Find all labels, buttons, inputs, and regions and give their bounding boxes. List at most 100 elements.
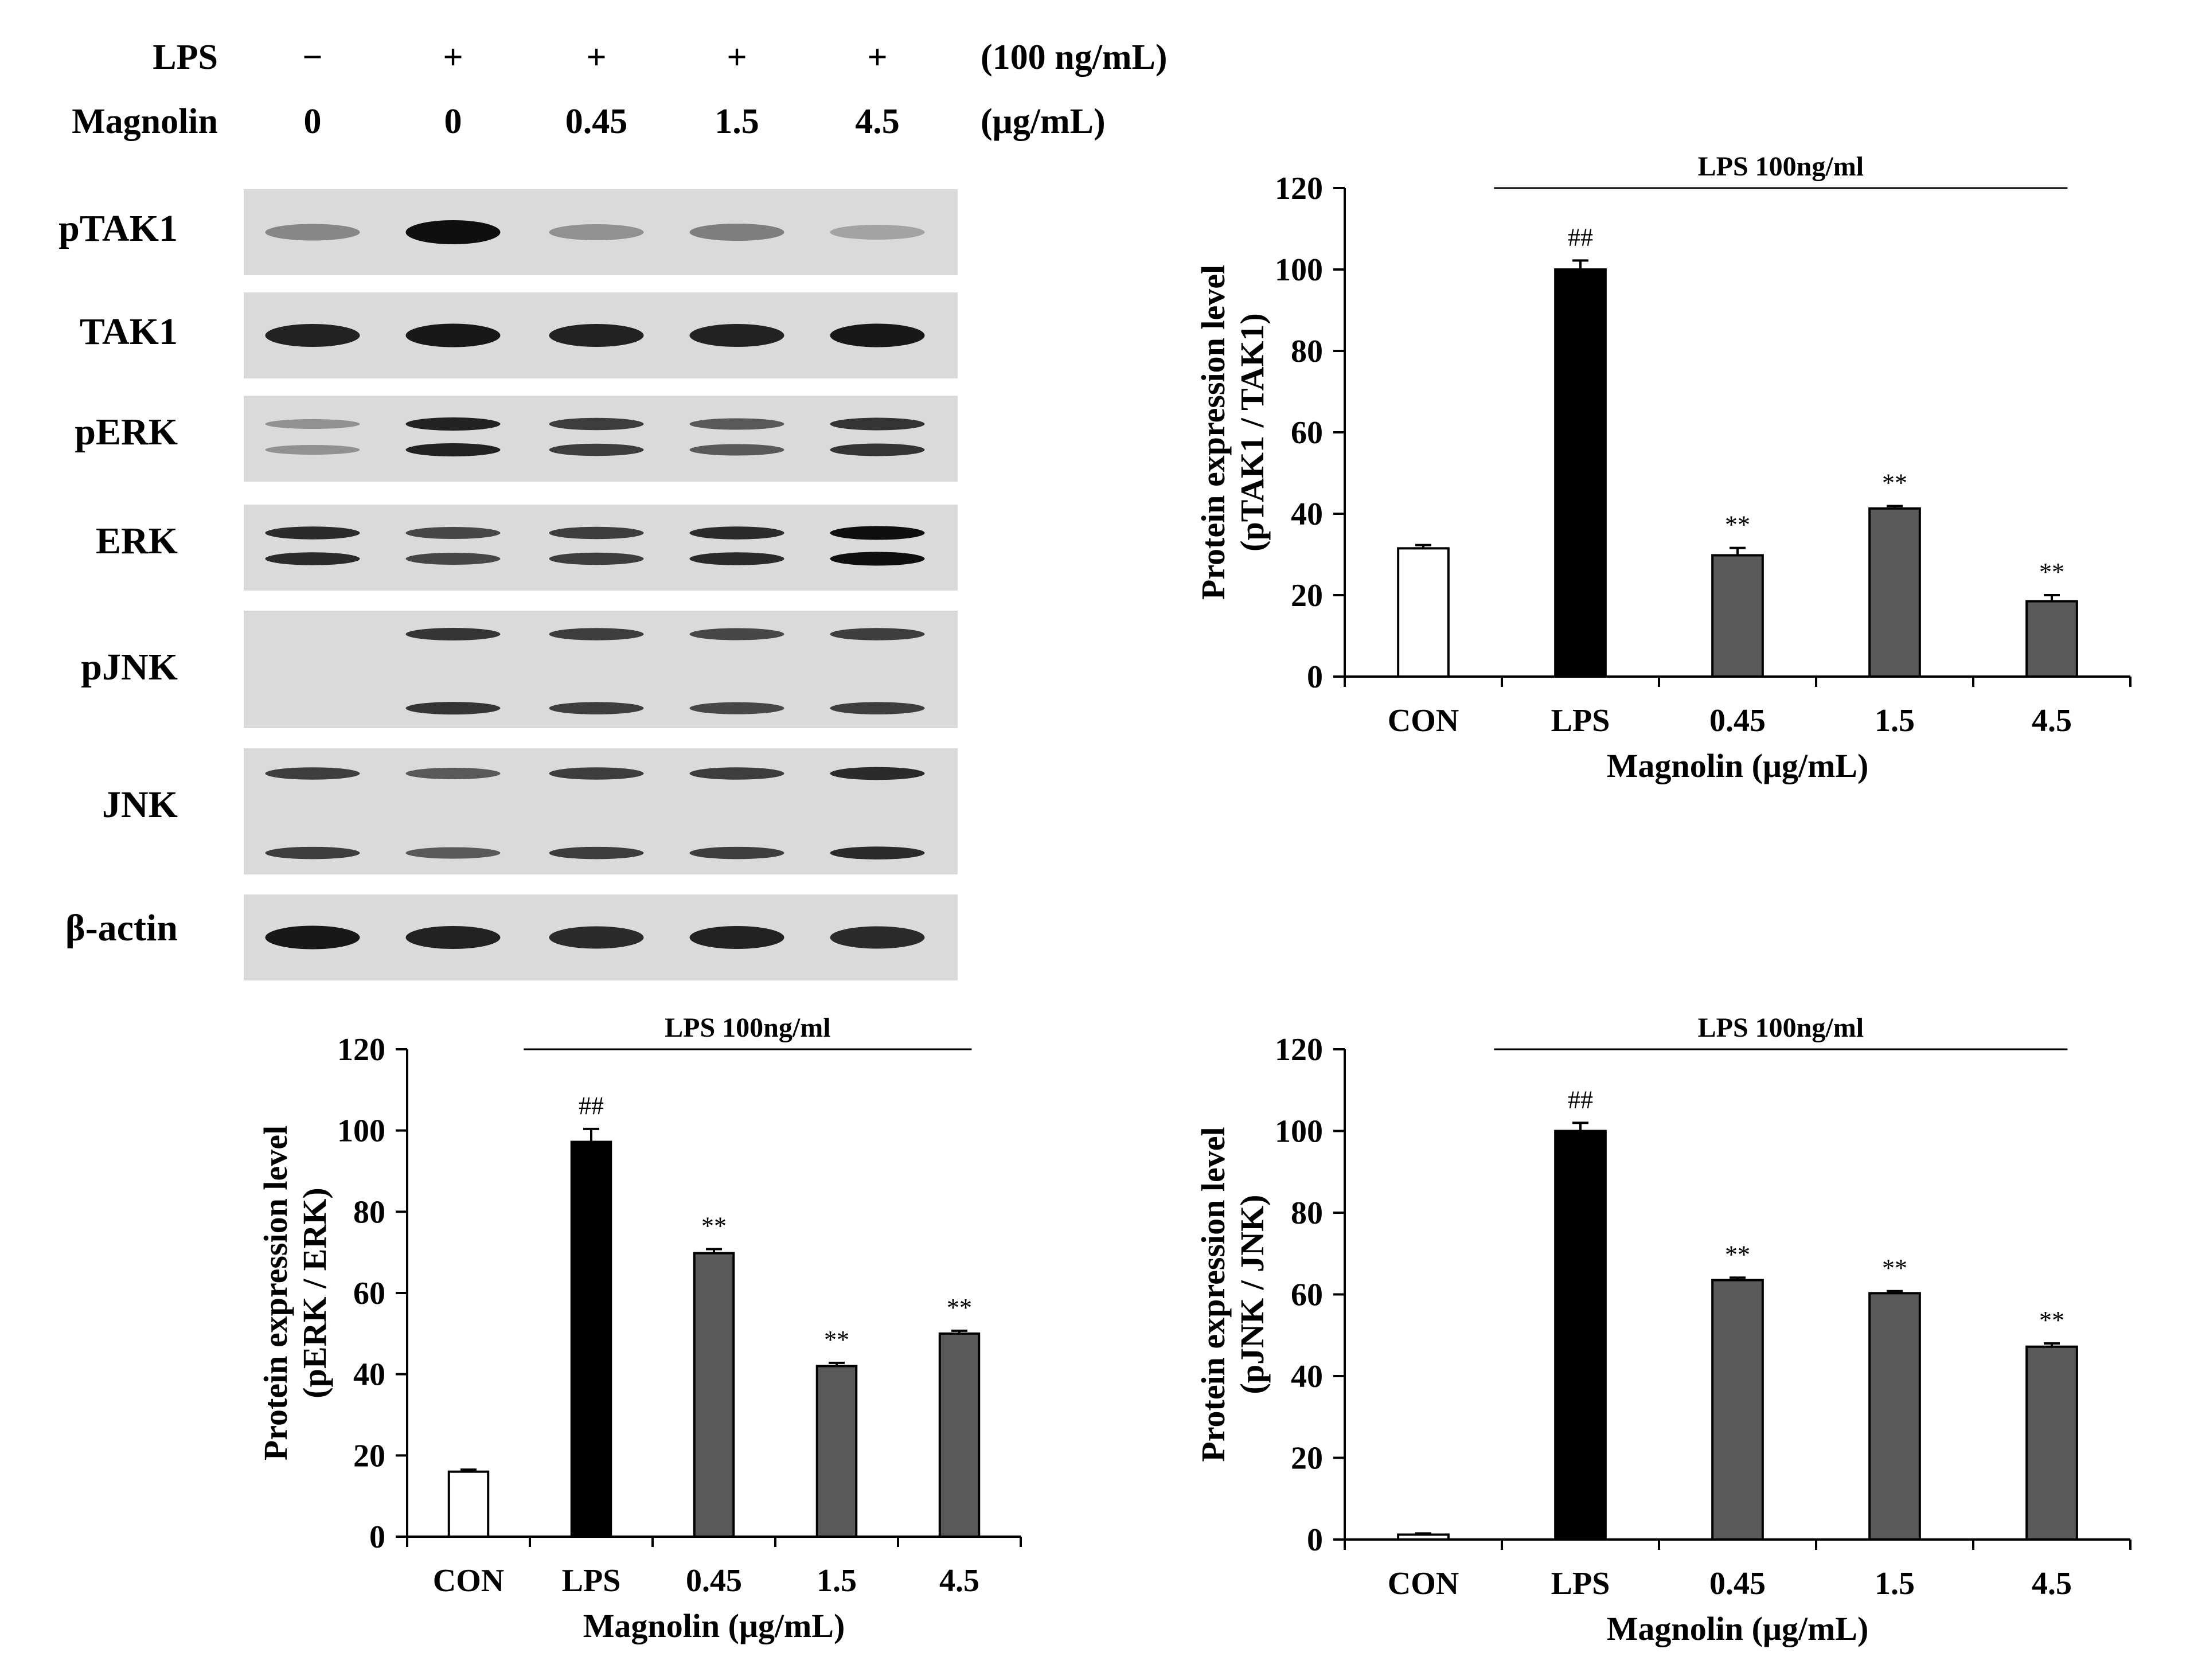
y-tick-label: 0 bbox=[1307, 1522, 1323, 1558]
blot-band bbox=[830, 702, 925, 714]
blot-band bbox=[549, 926, 644, 949]
magnolin-level-3: 1.5 bbox=[715, 102, 759, 141]
y-tick-label: 40 bbox=[1291, 1359, 1323, 1394]
magnolin-level-2: 0.45 bbox=[565, 102, 628, 141]
bar-LPS bbox=[1554, 268, 1607, 678]
y-axis-title: Protein expression level(pJNK / JNK) bbox=[1194, 1127, 1271, 1462]
y-axis-title-line: (pTAK1 / TAK1) bbox=[1233, 313, 1271, 552]
y-tick-label: 80 bbox=[1291, 1195, 1323, 1231]
significance-marker: ** bbox=[2039, 558, 2064, 586]
treatment-header: LPS Magnolin (100 ng/mL) (μg/mL) − + + + +0 0… bbox=[72, 38, 1167, 141]
blot-band bbox=[405, 417, 501, 431]
blot-band bbox=[830, 443, 925, 456]
blot-band bbox=[405, 323, 501, 347]
y-tick-label: 100 bbox=[1275, 1114, 1323, 1150]
blot-band bbox=[689, 846, 784, 859]
y-tick-label: 60 bbox=[1291, 415, 1323, 451]
y-tick-label: 80 bbox=[353, 1194, 385, 1230]
blot-band bbox=[689, 702, 784, 714]
blot-band bbox=[549, 417, 644, 431]
blot-band bbox=[549, 443, 644, 456]
bar-1.5 bbox=[815, 1365, 858, 1538]
y-tick-label: 80 bbox=[1291, 334, 1323, 369]
significance-marker: ** bbox=[2039, 1306, 2064, 1334]
y-tick-label: 0 bbox=[1307, 659, 1323, 695]
lps-level-0: − bbox=[302, 38, 322, 77]
magnolin-level-1: 0 bbox=[444, 102, 462, 141]
bar-CON bbox=[1397, 1533, 1450, 1541]
x-tick-label: 0.45 bbox=[1709, 703, 1766, 739]
blot-band bbox=[405, 527, 501, 539]
chart-ptak1: 0 20 40 60 80 100 120 CON ## LPS ** 0.45 ** 1.5 ** 4.5 M… bbox=[1194, 151, 2132, 784]
blot-band bbox=[830, 552, 925, 566]
blot-band bbox=[830, 846, 925, 859]
blot-band bbox=[689, 444, 784, 456]
magnolin-level-0: 0 bbox=[304, 102, 322, 141]
bar-4.5 bbox=[938, 1332, 981, 1538]
blot-label: β-actin bbox=[65, 907, 178, 949]
x-tick-label: LPS bbox=[562, 1563, 621, 1599]
x-tick-label: 0.45 bbox=[686, 1563, 742, 1599]
y-axis-title: Protein expression level(pERK / ERK) bbox=[257, 1126, 333, 1460]
x-tick-label: CON bbox=[1388, 703, 1459, 739]
magnolin-unit: (μg/mL) bbox=[981, 102, 1106, 141]
blot-band bbox=[265, 324, 360, 347]
y-tick-label: 100 bbox=[1275, 252, 1323, 288]
x-tick-label: 0.45 bbox=[1709, 1566, 1766, 1601]
x-axis-title: Magnolin (μg/mL) bbox=[1607, 747, 1869, 784]
blot-label: JNK bbox=[102, 784, 178, 826]
x-tick-label: LPS bbox=[1551, 1566, 1610, 1601]
bar-1.5 bbox=[1868, 1292, 1921, 1541]
y-tick-label: 60 bbox=[353, 1276, 385, 1311]
blot-band bbox=[549, 846, 644, 859]
blot-band bbox=[549, 767, 644, 780]
blot-band bbox=[830, 767, 925, 780]
chart-pjnk: 0 20 40 60 80 100 120 CON ## LPS ** 0.45 ** 1.5 ** 4.5 M… bbox=[1194, 1013, 2132, 1647]
y-tick-label: 100 bbox=[337, 1114, 385, 1149]
y-axis-title-line: Protein expression level bbox=[257, 1126, 294, 1460]
x-tick-label: LPS bbox=[1551, 703, 1610, 739]
blot-band bbox=[265, 846, 360, 859]
y-tick-label: 120 bbox=[1275, 171, 1323, 206]
blot-band bbox=[265, 445, 360, 455]
lps-level-1: + bbox=[443, 38, 463, 77]
lps-level-3: + bbox=[727, 38, 747, 77]
blot-band bbox=[830, 323, 925, 347]
x-tick-label: 1.5 bbox=[817, 1563, 857, 1599]
bar-0.45 bbox=[1711, 1279, 1764, 1541]
lps-row-label: LPS bbox=[153, 38, 218, 77]
blot-band bbox=[830, 526, 925, 540]
y-tick-label: 40 bbox=[353, 1357, 385, 1393]
lps-bracket-label: LPS 100ng/ml bbox=[665, 1013, 830, 1043]
significance-marker: ** bbox=[1882, 469, 1907, 497]
y-axis-title-line: (pJNK / JNK) bbox=[1233, 1195, 1271, 1394]
significance-marker: ** bbox=[1725, 511, 1750, 539]
x-tick-label: 4.5 bbox=[2032, 703, 2072, 739]
lps-level-2: + bbox=[586, 38, 606, 77]
x-tick-label: 1.5 bbox=[1875, 1566, 1915, 1601]
x-tick-label: 4.5 bbox=[939, 1563, 979, 1599]
blot-band bbox=[689, 526, 784, 540]
blot-band bbox=[265, 925, 360, 950]
significance-marker: ** bbox=[824, 1326, 849, 1354]
bar-CON bbox=[447, 1470, 490, 1538]
x-tick-label: CON bbox=[1388, 1566, 1459, 1601]
y-axis-title-line: (pERK / ERK) bbox=[296, 1187, 333, 1398]
blot-row-pERK: pERK bbox=[75, 396, 958, 482]
blot-band bbox=[265, 526, 360, 540]
y-tick-label: 60 bbox=[1291, 1277, 1323, 1313]
blot-band bbox=[549, 526, 644, 540]
y-tick-label: 20 bbox=[1291, 578, 1323, 614]
blot-band bbox=[549, 628, 644, 640]
y-tick-label: 120 bbox=[1275, 1032, 1323, 1068]
bar-1.5 bbox=[1868, 507, 1921, 678]
blot-label: pERK bbox=[75, 411, 178, 453]
bar-0.45 bbox=[693, 1252, 735, 1538]
x-tick-label: 1.5 bbox=[1875, 703, 1915, 739]
bar-LPS bbox=[570, 1140, 612, 1538]
y-axis-title-line: Protein expression level bbox=[1194, 265, 1232, 600]
lps-unit: (100 ng/mL) bbox=[981, 38, 1168, 77]
x-tick-label: CON bbox=[433, 1563, 504, 1599]
blot-band bbox=[405, 220, 501, 244]
